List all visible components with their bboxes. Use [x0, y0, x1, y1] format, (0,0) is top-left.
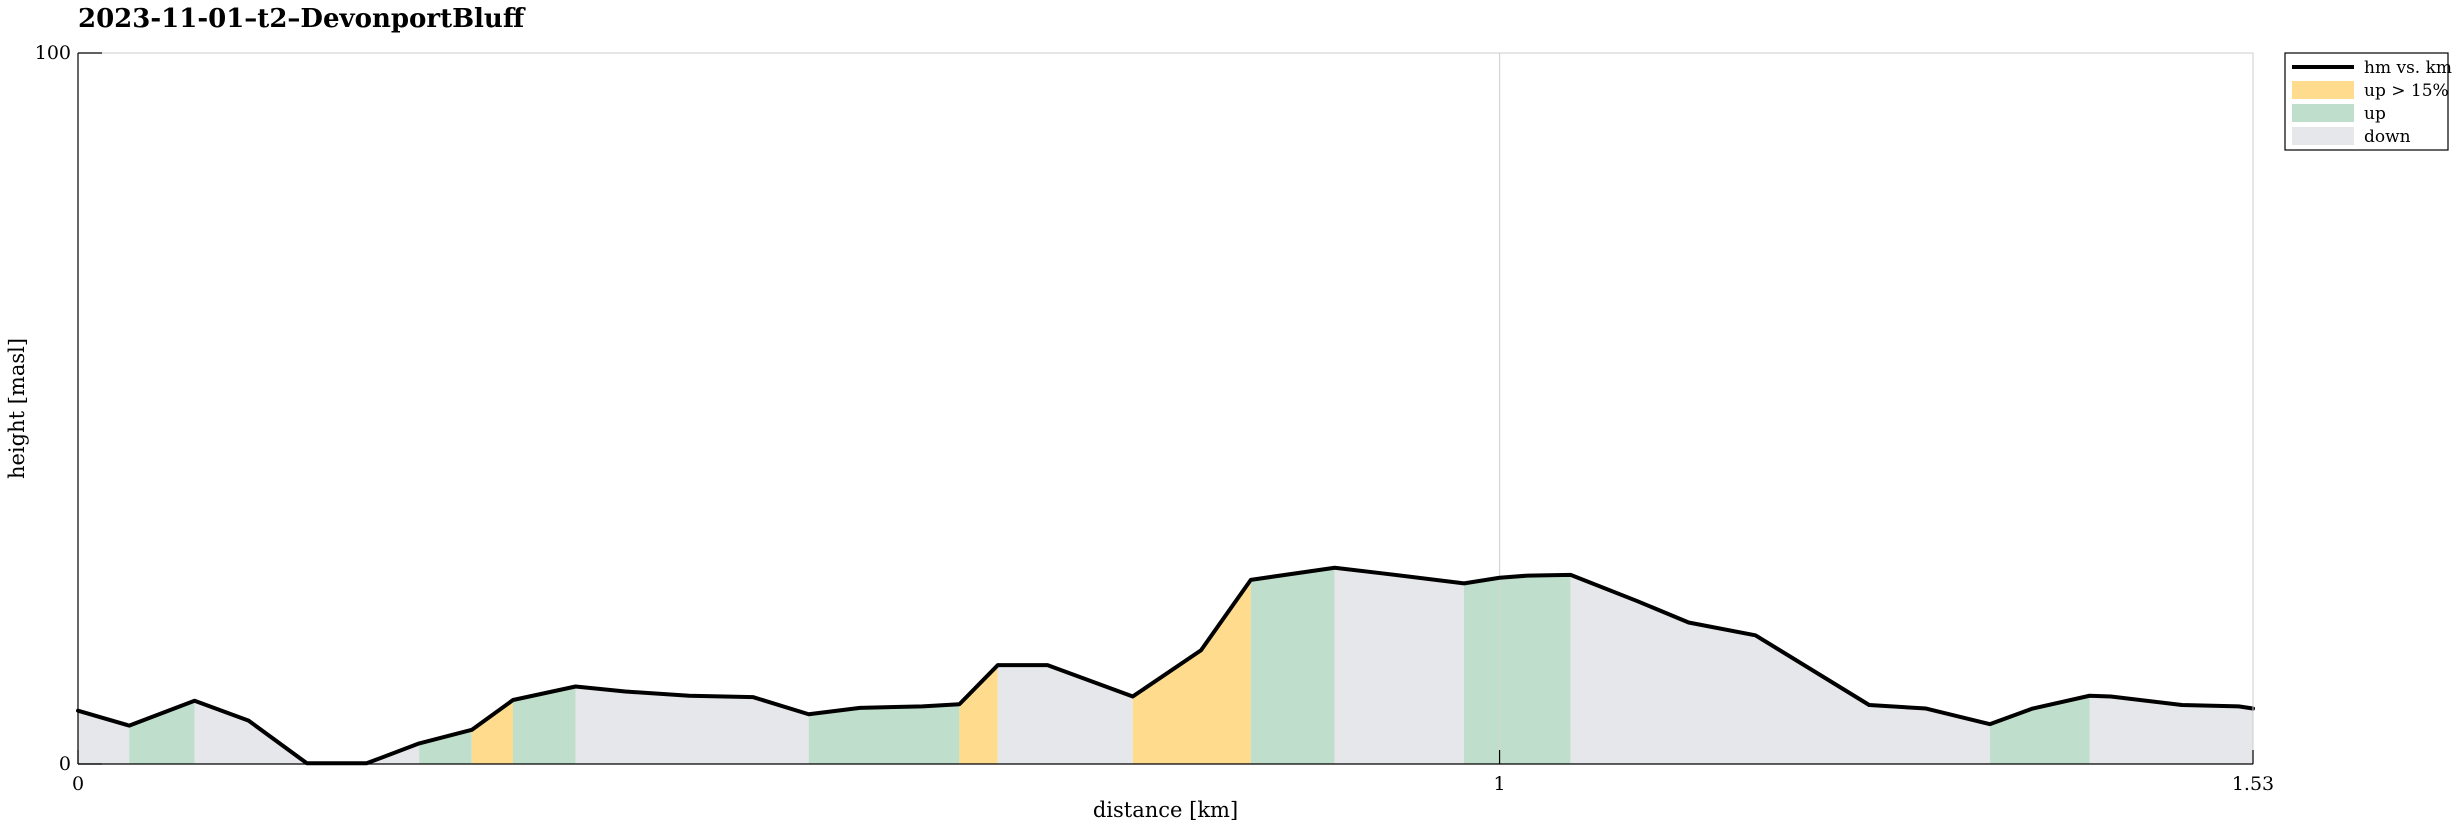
- legend-swatch-down: [2292, 127, 2354, 145]
- axis-ticks: [77, 52, 2254, 765]
- legend-label-up-steep: up > 15%: [2364, 81, 2449, 101]
- chart-title: 2023-11-01–t2–DevonportBluff: [78, 4, 526, 34]
- legend-label-hm-vs-km: hm vs. km: [2364, 58, 2452, 78]
- series-line-hm-vs-km: [76, 565, 2255, 766]
- segment-fill-8: [959, 665, 998, 764]
- segment-fill-3: [419, 729, 472, 764]
- x-tick-label-0: 0: [72, 773, 84, 795]
- x-tick-label-1: 1: [1494, 773, 1506, 795]
- legend: hm vs. km up > 15% up down: [2284, 52, 2452, 151]
- segment-fill-14: [1570, 574, 1991, 764]
- segment-fill-13: [1464, 574, 1571, 764]
- segment-fill-10: [1132, 579, 1251, 764]
- x-axis-label: distance [km]: [1093, 798, 1238, 822]
- segment-fill-5: [513, 686, 576, 764]
- y-tick-label-0: 0: [59, 753, 71, 775]
- legend-label-up: up: [2364, 104, 2386, 124]
- segment-fill-0: [78, 710, 130, 764]
- segment-fill-16: [2089, 695, 2253, 764]
- segment-fill-4: [471, 700, 513, 764]
- legend-swatch-up-steep: [2292, 81, 2354, 99]
- legend-label-down: down: [2364, 127, 2411, 147]
- y-tick-label-1: 100: [35, 42, 71, 64]
- segment-fill-2: [194, 700, 420, 764]
- y-axis-label: height [masl]: [5, 338, 29, 479]
- x-tick-label-2: 1.53: [2232, 773, 2274, 795]
- segment-fill-6: [575, 686, 809, 764]
- segment-fill-15: [1990, 695, 2090, 764]
- segment-fills: [78, 567, 2253, 764]
- segment-fill-7: [808, 704, 960, 764]
- segment-fill-9: [997, 665, 1133, 764]
- legend-swatch-up: [2292, 104, 2354, 122]
- segment-fill-12: [1334, 567, 1465, 764]
- axes-box: [77, 52, 2254, 765]
- segment-fill-11: [1250, 567, 1335, 764]
- segment-fill-1: [129, 700, 195, 764]
